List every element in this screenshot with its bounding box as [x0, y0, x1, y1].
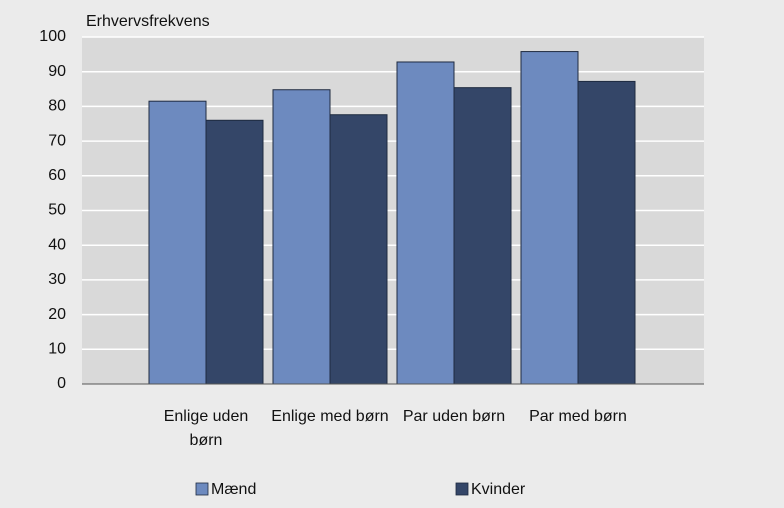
y-tick-label: 80: [48, 98, 66, 115]
y-tick-label: 30: [48, 271, 66, 288]
legend-swatch: [455, 482, 469, 496]
legend-label: Kvinder: [471, 481, 526, 498]
y-axis-label: Erhvervsfrekvens: [86, 13, 210, 30]
bar: [329, 114, 388, 385]
y-tick-label: 60: [48, 167, 66, 184]
y-tick-label: 100: [39, 28, 66, 45]
x-tick-label: Par med børn: [529, 408, 627, 425]
y-tick-label: 10: [48, 341, 66, 358]
x-tick-label: Par uden børn: [402, 408, 506, 425]
bar: [520, 51, 579, 385]
y-tick-label: 50: [48, 202, 66, 219]
bar: [453, 87, 512, 385]
bar: [577, 80, 636, 385]
bar: [205, 119, 264, 385]
legend-swatch: [195, 482, 209, 496]
y-tick-label: 20: [48, 306, 66, 323]
y-tick-label: 70: [48, 132, 66, 149]
y-tick-label: 40: [48, 236, 66, 253]
bar: [396, 61, 455, 385]
y-tick-label: 0: [57, 375, 66, 392]
legend-label: Mænd: [211, 481, 256, 498]
x-tick-label: Enlige med børn: [271, 408, 389, 425]
y-tick-label: 90: [48, 63, 66, 80]
bar: [272, 89, 331, 385]
bar: [148, 100, 207, 385]
x-tick-label: Enlige uden børn: [163, 408, 249, 449]
